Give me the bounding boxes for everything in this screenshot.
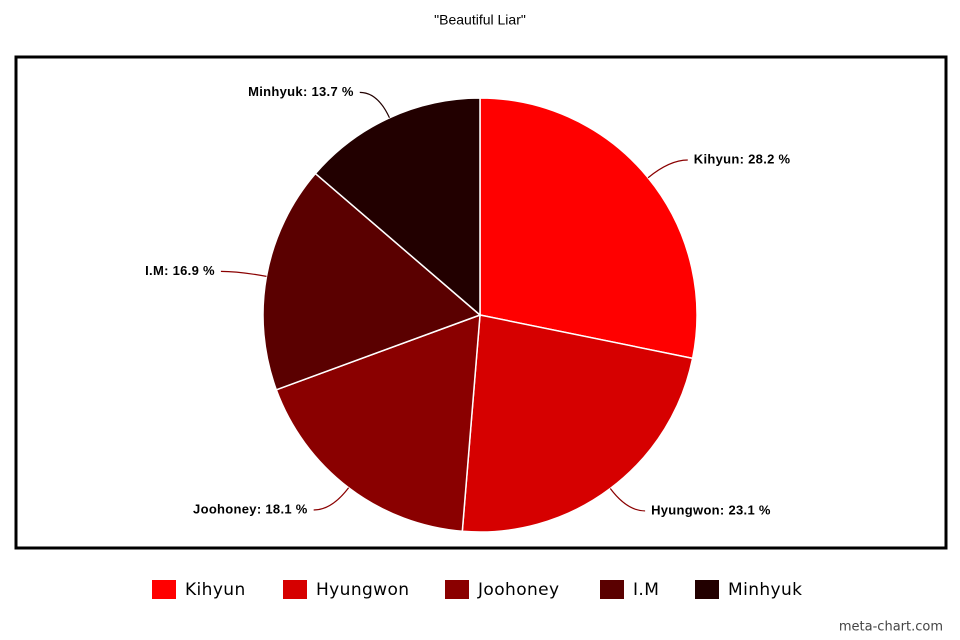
leader-line — [220, 270, 267, 277]
legend-swatch — [445, 580, 469, 599]
pie-slice — [262, 172, 482, 391]
leader-line — [609, 488, 646, 512]
legend-swatch — [152, 580, 176, 599]
leader-line — [647, 159, 688, 179]
legend-swatch — [600, 580, 624, 599]
pie-slice — [461, 314, 694, 533]
slice-label: Minhyuk: 13.7 % — [248, 84, 354, 99]
legend-swatch — [283, 580, 307, 599]
legend-label: Minhyuk — [728, 580, 802, 600]
legend-swatch — [695, 580, 719, 599]
legend-label: Hyungwon — [316, 580, 409, 600]
chart-title: "Beautiful Liar" — [434, 12, 526, 28]
leader-line — [313, 487, 350, 511]
slice-label: Kihyun: 28.2 % — [694, 151, 791, 166]
leader-line — [359, 91, 391, 119]
pie-slice — [275, 313, 481, 533]
slice-label: I.M: 16.9 % — [145, 263, 215, 278]
slice-label: Joohoney: 18.1 % — [193, 501, 308, 516]
legend-label: I.M — [633, 580, 659, 600]
legend-label: Kihyun — [185, 580, 246, 600]
legend-label: Joohoney — [477, 580, 560, 600]
credit: meta-chart.com — [839, 620, 943, 635]
slice-label: Hyungwon: 23.1 % — [651, 502, 771, 517]
